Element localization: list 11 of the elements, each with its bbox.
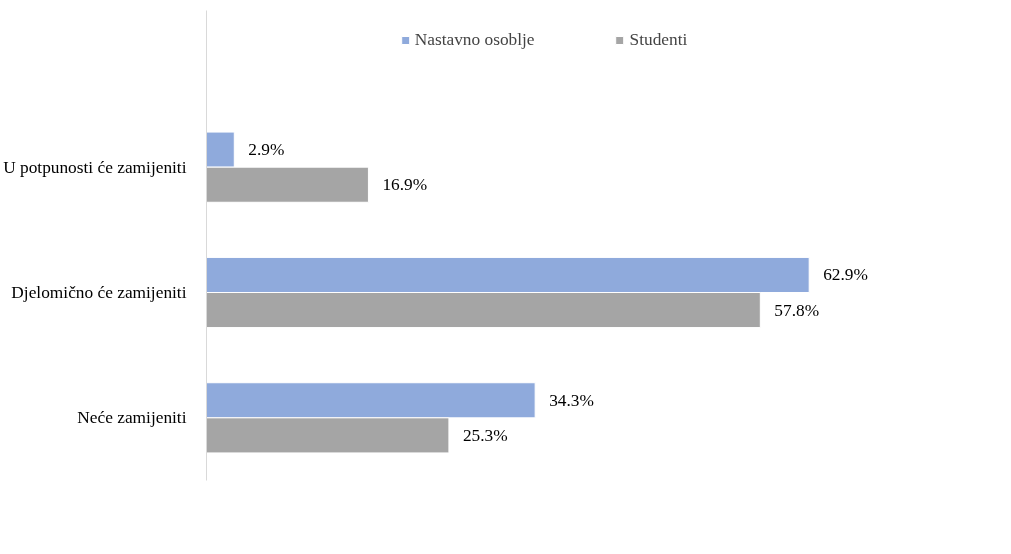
y-tick-label: U potpunosti će zamijeniti: [3, 157, 187, 177]
y-tick-label: Djelomično će zamijeniti: [11, 283, 187, 302]
data-label: 62.9%: [823, 265, 868, 285]
y-tick-label: Neće zamijeniti: [77, 408, 187, 428]
data-label: 2.9%: [248, 140, 285, 160]
data-label: 25.3%: [462, 425, 508, 445]
legend-label: Studenti: [629, 30, 688, 50]
data-label: 34.3%: [549, 390, 594, 410]
legend-label: Nastavno osoblje: [414, 30, 535, 50]
data-label: 57.8%: [774, 300, 820, 320]
data-label: 16.9%: [382, 175, 428, 195]
